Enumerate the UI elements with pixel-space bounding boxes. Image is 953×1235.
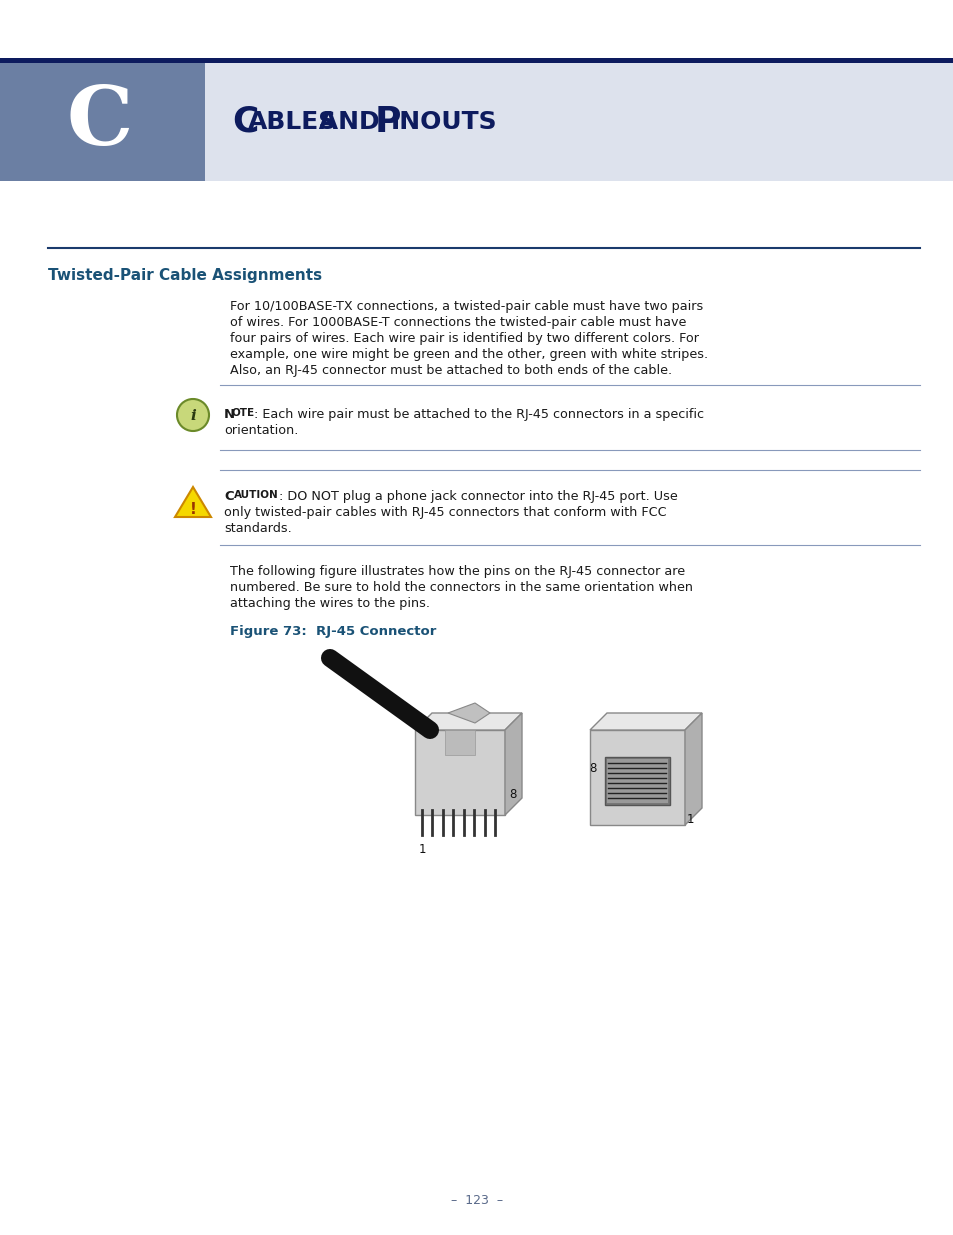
Text: of wires. For 1000BASE-T connections the twisted-pair cable must have: of wires. For 1000BASE-T connections the… (230, 316, 685, 329)
FancyBboxPatch shape (0, 58, 953, 63)
Text: Twisted-Pair Cable Assignments: Twisted-Pair Cable Assignments (48, 268, 322, 283)
Text: standards.: standards. (224, 522, 292, 535)
Text: 8: 8 (589, 762, 597, 776)
Polygon shape (444, 730, 475, 755)
Text: !: ! (190, 503, 196, 517)
Text: 8: 8 (509, 788, 517, 802)
Text: example, one wire might be green and the other, green with white stripes.: example, one wire might be green and the… (230, 348, 707, 361)
FancyBboxPatch shape (606, 760, 667, 803)
Polygon shape (589, 713, 701, 730)
Text: orientation.: orientation. (224, 424, 298, 437)
Text: 1: 1 (417, 844, 425, 856)
Text: : Each wire pair must be attached to the RJ-45 connectors in a specific: : Each wire pair must be attached to the… (253, 408, 703, 421)
Text: C: C (224, 490, 233, 503)
Text: OTE: OTE (232, 408, 254, 417)
Text: C: C (232, 105, 258, 140)
Text: AND: AND (310, 110, 388, 135)
Text: : DO NOT plug a phone jack connector into the RJ-45 port. Use: : DO NOT plug a phone jack connector int… (278, 490, 677, 503)
Text: INOUTS: INOUTS (391, 110, 497, 135)
Polygon shape (504, 713, 521, 815)
FancyBboxPatch shape (205, 63, 953, 182)
Polygon shape (448, 703, 490, 722)
FancyBboxPatch shape (0, 63, 205, 182)
Text: 1: 1 (685, 813, 693, 826)
Text: i: i (190, 409, 195, 424)
Text: For 10/100BASE-TX connections, a twisted-pair cable must have two pairs: For 10/100BASE-TX connections, a twisted… (230, 300, 702, 312)
Text: –  123  –: – 123 – (451, 1193, 502, 1207)
Text: N: N (224, 408, 234, 421)
Text: numbered. Be sure to hold the connectors in the same orientation when: numbered. Be sure to hold the connectors… (230, 580, 692, 594)
Polygon shape (415, 730, 504, 815)
Polygon shape (684, 713, 701, 825)
Text: Figure 73:  RJ-45 Connector: Figure 73: RJ-45 Connector (230, 625, 436, 638)
Text: AUTION: AUTION (233, 490, 278, 500)
Polygon shape (415, 713, 521, 730)
Text: attaching the wires to the pins.: attaching the wires to the pins. (230, 597, 430, 610)
Text: The following figure illustrates how the pins on the RJ-45 connector are: The following figure illustrates how the… (230, 564, 684, 578)
Text: Also, an RJ-45 connector must be attached to both ends of the cable.: Also, an RJ-45 connector must be attache… (230, 364, 672, 377)
Text: ABLES: ABLES (248, 110, 337, 135)
Text: P: P (375, 105, 401, 140)
Text: four pairs of wires. Each wire pair is identified by two different colors. For: four pairs of wires. Each wire pair is i… (230, 332, 699, 345)
Text: only twisted-pair cables with RJ-45 connectors that conform with FCC: only twisted-pair cables with RJ-45 conn… (224, 506, 666, 519)
Polygon shape (174, 487, 211, 517)
Circle shape (177, 399, 209, 431)
Text: C: C (67, 82, 133, 162)
Polygon shape (589, 730, 684, 825)
FancyBboxPatch shape (604, 757, 669, 805)
